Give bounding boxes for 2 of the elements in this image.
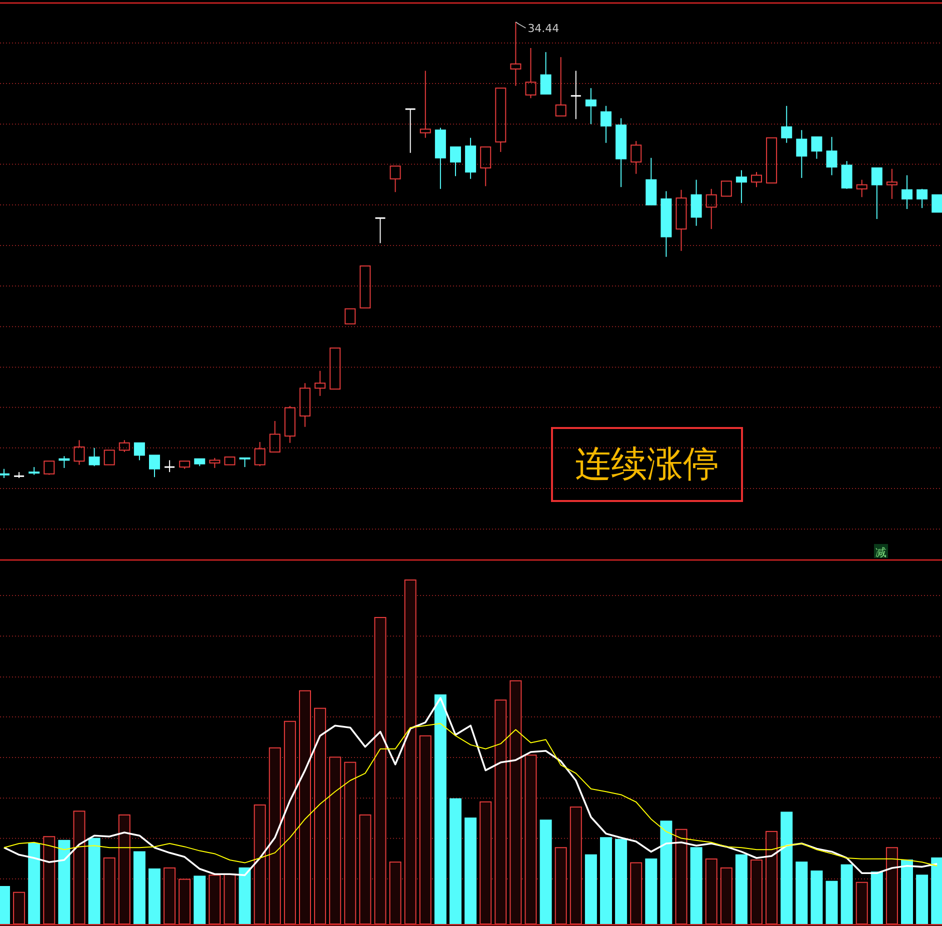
annotation: 连续涨停 xyxy=(575,444,719,485)
annotation: 34.44 xyxy=(528,22,560,35)
